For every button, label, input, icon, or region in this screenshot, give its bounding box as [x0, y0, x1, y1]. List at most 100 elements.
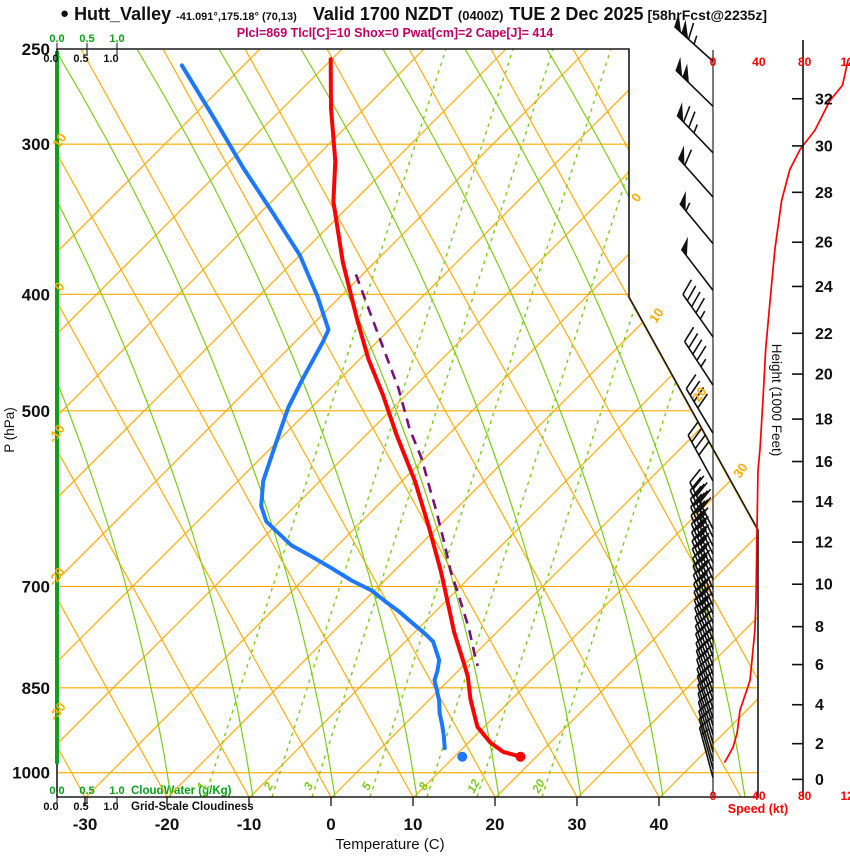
grid-isopleths	[57, 49, 758, 797]
height-tick-label: 16	[815, 454, 833, 471]
isotherm-label-left: -30	[46, 699, 69, 723]
mixing-ratio-label: 3	[301, 780, 317, 793]
speed-tick-label-bottom: 0	[710, 789, 717, 803]
wind-barb	[680, 236, 714, 291]
height-tick-label: 10	[815, 577, 833, 594]
height-tick-label: 6	[815, 657, 824, 674]
adiabat-label-right: 30	[730, 460, 751, 480]
height-tick-label: 8	[815, 619, 824, 636]
speed-axis: 0040408080120120	[710, 55, 850, 803]
wind-barb	[687, 421, 714, 482]
height-tick-label: 20	[815, 367, 833, 384]
cloud-scales: 0.0 0.0 0.0 0.0 0.5 0.5 0.5 0.5 1.0 1.0 1.0 1.0	[43, 33, 124, 813]
temperature-tick-label: 20	[486, 815, 505, 834]
valid-date: TUE 2 Dec 2025	[509, 4, 644, 24]
isotherm-label-left: 0	[51, 279, 67, 294]
cloudiness-scale-bottom: 0.0	[43, 801, 58, 813]
temperature-curve	[328, 57, 523, 759]
temperature-axis-label: Temperature (C)	[335, 836, 444, 853]
parcel-curve	[354, 273, 479, 667]
wind-barb	[691, 527, 714, 590]
temperature-tick-label: 40	[650, 815, 669, 834]
mixing-ratio-label: 20	[529, 777, 548, 797]
adiabat-label-right: 10	[646, 305, 667, 325]
wind-barb	[673, 13, 714, 62]
speed-tick-label-bottom: 120	[840, 789, 850, 803]
wind-barb	[675, 56, 714, 107]
height-tick-label: 12	[815, 535, 833, 552]
height-tick-label: 30	[815, 138, 833, 155]
valid-time-z: (0400Z)	[457, 8, 504, 23]
cloudwater-axis-label: CloudWater (g/Kg)	[131, 785, 232, 797]
pressure-axis: 250 300 400 500 700 850 1000	[12, 40, 50, 783]
speed-tick-label-top: 40	[752, 55, 766, 69]
temperature-axis: -30 -20 -10 0 10 20 30 40	[73, 797, 669, 834]
surface-temp-dot	[515, 751, 526, 762]
height-axis-label: Height (1000 Feet)	[769, 344, 784, 457]
mixing-ratio-label: 5	[359, 780, 375, 793]
adiabat-label-right: 0	[628, 190, 644, 205]
pressure-tick-label: 500	[22, 402, 50, 421]
height-tick-label: 4	[815, 697, 824, 714]
isotherm-label-left: 10	[49, 130, 70, 150]
wind-barb	[690, 510, 714, 572]
temperature-tick-label: 30	[568, 815, 587, 834]
speed-tick-label-bottom: 40	[752, 789, 766, 803]
station-coordinates: -41.091°,175.18° (70,13)	[176, 11, 297, 23]
parcel-params-line: Plcl=869 Tlcl[C]=10 Shox=0 Pwat[cm]=2 Ca…	[237, 26, 554, 40]
temperature-tick-label: -20	[155, 815, 180, 834]
cloudwater-scale-bottom: 0.5	[79, 785, 94, 797]
cloudiness-scale-top: 0.5	[73, 53, 88, 65]
speed-tick-label-bottom: 80	[798, 789, 812, 803]
cloudwater-scale-top: 1.0	[109, 33, 124, 45]
cloudwater-scale-bottom: 0.0	[49, 785, 64, 797]
mixing-ratio-label: 12	[464, 777, 483, 796]
pressure-tick-label: 250	[22, 40, 50, 59]
mixing-ratio-label: 2	[260, 780, 276, 794]
pressure-tick-label: 850	[22, 679, 50, 698]
pressure-tick-label: 1000	[12, 764, 50, 783]
pressure-tick-label: 300	[22, 135, 50, 154]
temperature-tick-label: -10	[237, 815, 262, 834]
wind-barb	[698, 716, 714, 779]
temperature-tick-label: -30	[73, 815, 98, 834]
wind-barb	[677, 145, 714, 198]
wind-panel	[673, 13, 850, 797]
wind-barb	[676, 102, 714, 154]
cloudwater-scale-top: 0.0	[49, 33, 64, 45]
temperature-tick-label: 10	[404, 815, 423, 834]
pressure-tick-label: 400	[22, 285, 50, 304]
height-tick-label: 2	[815, 736, 824, 753]
speed-tick-label-top: 0	[710, 55, 717, 69]
height-tick-label: 0	[815, 772, 824, 789]
adiabat-label-right: 20	[689, 384, 710, 404]
cloudwater-scale-top: 0.5	[79, 33, 94, 45]
pressure-tick-label: 700	[22, 577, 50, 596]
isotherm-label-left: -10	[45, 421, 68, 445]
wind-barb	[683, 326, 714, 386]
wind-barb	[679, 190, 714, 245]
height-tick-label: 22	[815, 326, 833, 343]
cloudiness-axis-label: Grid-Scale Cloudiness	[131, 801, 254, 813]
height-tick-label: 32	[815, 91, 833, 108]
station-bullet-icon: ●	[60, 5, 70, 22]
speed-axis-label: Speed (kt)	[728, 802, 788, 816]
temperature-tick-label: 0	[326, 815, 335, 834]
cloudiness-scale-top: 1.0	[103, 53, 118, 65]
height-tick-label: 18	[815, 412, 833, 429]
height-tick-label: 24	[815, 279, 833, 296]
height-tick-label: 28	[815, 185, 833, 202]
pressure-axis-label: P (hPa)	[2, 407, 17, 453]
wind-barb	[685, 374, 714, 434]
cloudiness-scale-top: 0.0	[43, 53, 58, 65]
height-tick-label: 26	[815, 235, 833, 252]
wind-barb	[693, 587, 714, 650]
speed-tick-label-top: 80	[798, 55, 812, 69]
surface-dewpoint-dot	[457, 751, 468, 762]
station-name: Hutt_Valley	[74, 4, 172, 24]
height-tick-label: 14	[815, 494, 833, 511]
valid-time: Valid 1700 NZDT	[312, 4, 453, 24]
